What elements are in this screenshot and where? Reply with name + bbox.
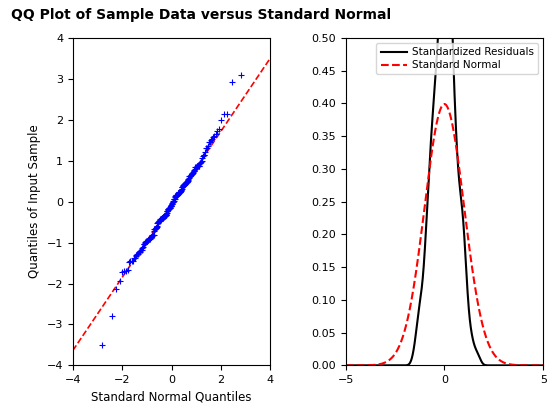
Standardized Residuals <box>342 363 349 368</box>
Standardized Residuals <box>422 236 429 241</box>
Standard Normal <box>441 102 447 107</box>
Standard Normal <box>342 363 349 368</box>
Standardized Residuals <box>500 363 507 368</box>
Standard Normal <box>422 197 429 202</box>
Standardized Residuals <box>478 359 485 364</box>
Standard Normal <box>500 360 507 365</box>
Text: QQ Plot of Sample Data versus Standard Normal: QQ Plot of Sample Data versus Standard N… <box>11 8 391 22</box>
X-axis label: Standard Normal Quantiles: Standard Normal Quantiles <box>91 391 252 404</box>
Line: Standard Normal: Standard Normal <box>346 104 543 365</box>
Standardized Residuals <box>497 363 503 368</box>
Standard Normal <box>497 358 503 363</box>
Standardized Residuals <box>540 363 547 368</box>
Standard Normal <box>430 144 436 149</box>
Standard Normal <box>478 318 485 323</box>
Standard Normal <box>540 363 547 368</box>
Standard Normal <box>362 363 369 368</box>
Legend: Standardized Residuals, Standard Normal: Standardized Residuals, Standard Normal <box>376 43 538 74</box>
Line: Standardized Residuals: Standardized Residuals <box>346 0 543 365</box>
Standardized Residuals <box>362 363 369 368</box>
Standardized Residuals <box>430 113 436 118</box>
Y-axis label: Quantiles of Input Sample: Quantiles of Input Sample <box>28 125 41 278</box>
